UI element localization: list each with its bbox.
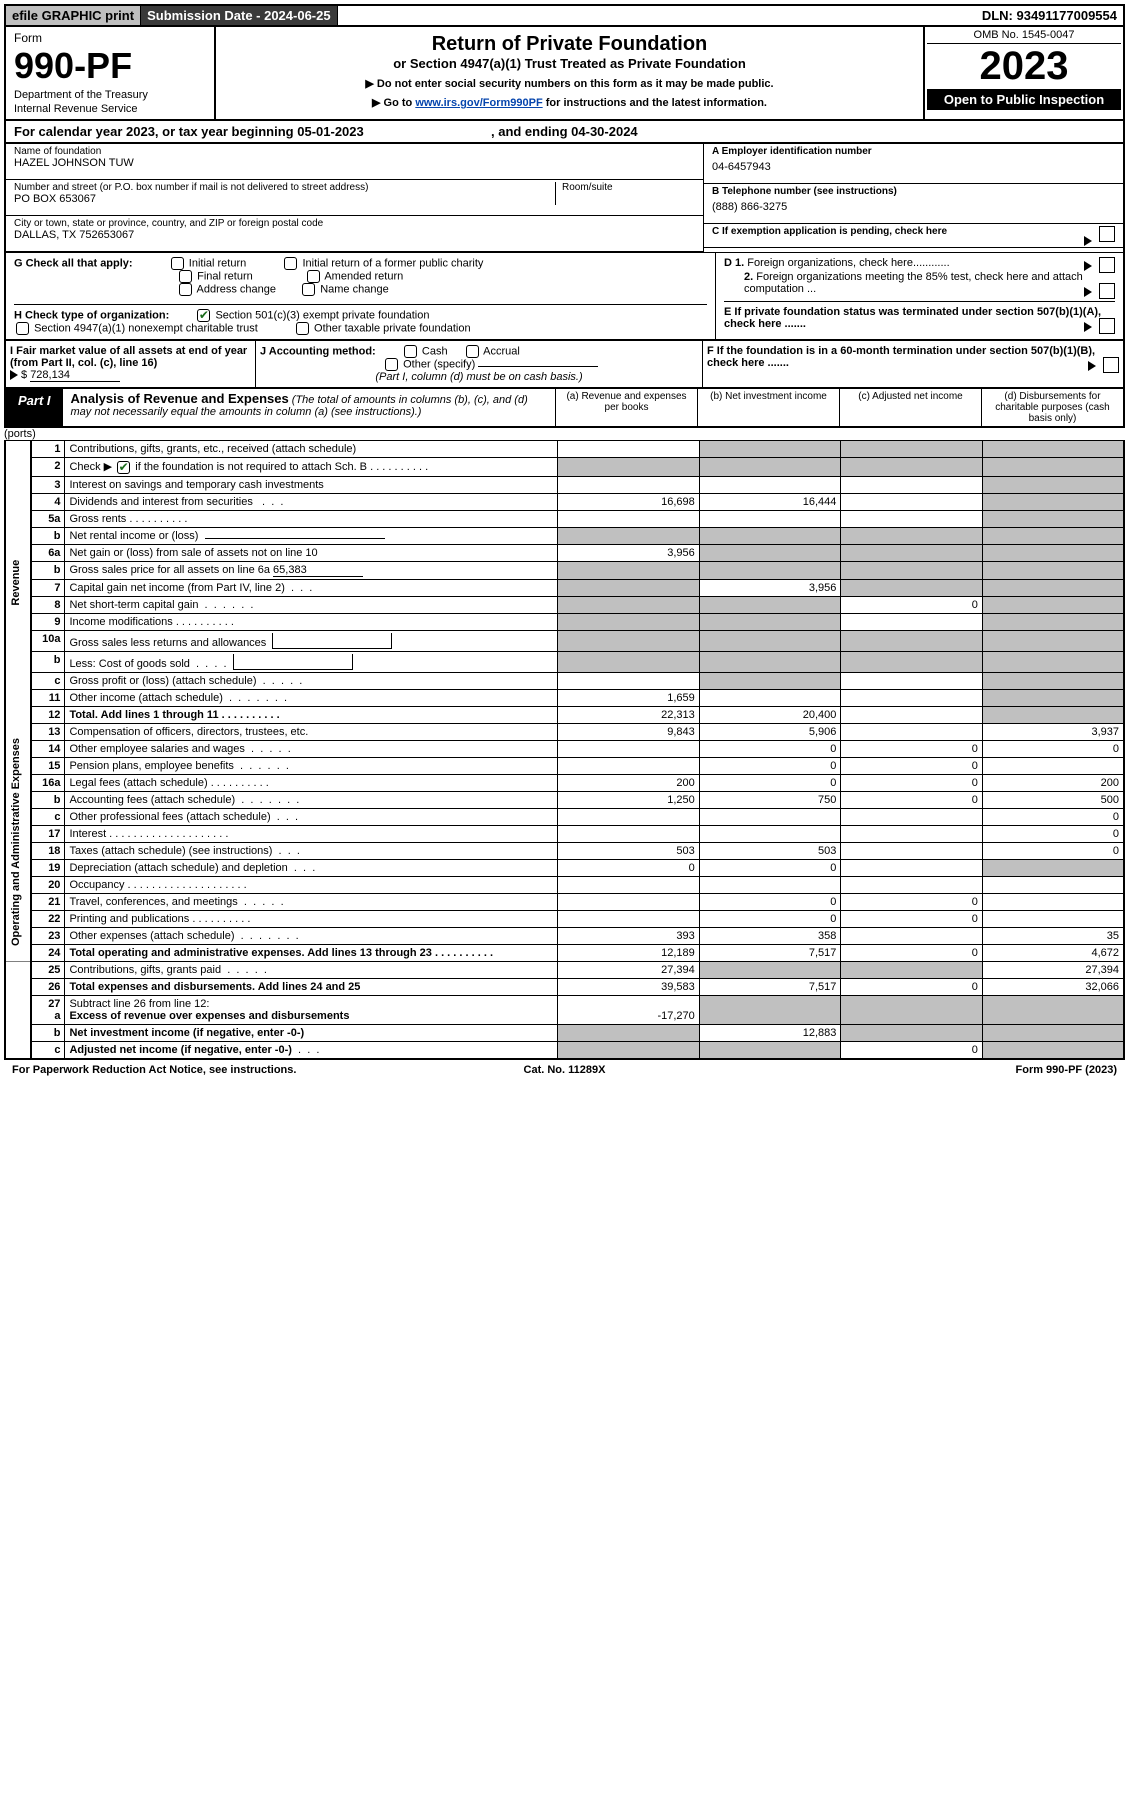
- line-6b-val: 65,383: [273, 564, 363, 577]
- col-d-note: (Part I, column (d) must be on cash basi…: [260, 371, 698, 383]
- line-6a-a: 3,956: [558, 544, 700, 561]
- city-state-zip: DALLAS, TX 752653067: [14, 229, 695, 241]
- form-footer-label: Form 990-PF (2023): [749, 1064, 1117, 1076]
- room-suite-label: Room/suite: [562, 182, 695, 193]
- phone-value: (888) 866-3275: [712, 201, 1115, 213]
- revenue-side-label: Revenue: [5, 441, 31, 724]
- initial-return-checkbox[interactable]: [171, 257, 184, 270]
- line-8c: 0: [841, 596, 982, 613]
- submission-date: Submission Date - 2024-06-25: [141, 6, 338, 25]
- arrow-icon: [1084, 261, 1092, 271]
- form-subtitle: or Section 4947(a)(1) Trust Treated as P…: [222, 56, 917, 71]
- other-method-checkbox[interactable]: [385, 358, 398, 371]
- arrow-icon: [1084, 287, 1092, 297]
- dln-label: DLN: 93491177009554: [976, 6, 1123, 25]
- foundation-name: HAZEL JOHNSON TUW: [14, 157, 695, 169]
- form-number: 990-PF: [14, 45, 206, 87]
- part-label: Part I: [6, 389, 63, 426]
- part-1-table: Revenue 1Contributions, gifts, grants, e…: [4, 440, 1125, 1060]
- line-4b: 16,444: [699, 493, 841, 510]
- section-d-e: D 1. D 1. Foreign organizations, check h…: [716, 253, 1123, 339]
- foundation-name-cell: Name of foundation HAZEL JOHNSON TUW: [6, 144, 703, 180]
- address: PO BOX 653067: [14, 193, 555, 205]
- tax-year: 2023: [927, 44, 1121, 89]
- tax-year-begin: 05-01-2023: [297, 124, 364, 139]
- page-footer: For Paperwork Reduction Act Notice, see …: [4, 1060, 1125, 1080]
- arrow-icon: [1088, 361, 1096, 371]
- col-b-header: (b) Net investment income: [697, 389, 839, 426]
- paperwork-notice: For Paperwork Reduction Act Notice, see …: [12, 1064, 380, 1076]
- section-j: J Accounting method: Cash Accrual Other …: [256, 341, 703, 387]
- f-checkbox[interactable]: [1103, 357, 1119, 373]
- d2-checkbox[interactable]: [1099, 283, 1115, 299]
- col-d-header: (d) Disbursements for charitable purpose…: [981, 389, 1123, 426]
- exemption-checkbox[interactable]: [1099, 226, 1115, 242]
- expenses-side-label: Operating and Administrative Expenses: [5, 723, 31, 961]
- ein-cell: A Employer identification number 04-6457…: [704, 144, 1123, 184]
- col-a-header: (a) Revenue and expenses per books: [555, 389, 697, 426]
- efile-print-button[interactable]: efile GRAPHIC print: [6, 6, 141, 25]
- arrow-icon: [1084, 322, 1092, 332]
- amended-return-checkbox[interactable]: [307, 270, 320, 283]
- phone-cell: B Telephone number (see instructions) (8…: [704, 184, 1123, 224]
- fmv-assets: 728,134: [30, 369, 120, 382]
- line-12b: 20,400: [699, 706, 841, 723]
- form-title: Return of Private Foundation: [222, 33, 917, 56]
- ein-value: 04-6457943: [712, 161, 1115, 173]
- top-bar: efile GRAPHIC print Submission Date - 20…: [4, 4, 1125, 27]
- open-public-badge: Open to Public Inspection: [927, 89, 1121, 110]
- form-note-link: ▶ Go to www.irs.gov/Form990PF for instru…: [222, 96, 917, 109]
- accrual-checkbox[interactable]: [466, 345, 479, 358]
- irs-link[interactable]: www.irs.gov/Form990PF: [415, 97, 542, 109]
- address-change-checkbox[interactable]: [179, 283, 192, 296]
- tax-year-end: 04-30-2024: [571, 124, 638, 139]
- address-cell: Number and street (or P.O. box number if…: [6, 180, 703, 216]
- final-return-checkbox[interactable]: [179, 270, 192, 283]
- calendar-year-row: For calendar year 2023, or tax year begi…: [4, 121, 1125, 144]
- catalog-number: Cat. No. 11289X: [380, 1064, 748, 1076]
- 501c3-checkbox[interactable]: [197, 309, 210, 322]
- col-c-header: (c) Adjusted net income: [839, 389, 981, 426]
- line-12a: 22,313: [558, 706, 700, 723]
- exemption-pending-cell: C If exemption application is pending, c…: [704, 224, 1123, 248]
- part-1-header: Part I Analysis of Revenue and Expenses …: [4, 389, 1125, 428]
- form-header: Form 990-PF Department of the Treasury I…: [4, 27, 1125, 121]
- arrow-icon: [10, 370, 18, 380]
- d1-checkbox[interactable]: [1099, 257, 1115, 273]
- cash-checkbox[interactable]: [404, 345, 417, 358]
- line-7b: 3,956: [699, 579, 841, 596]
- section-i: I Fair market value of all assets at end…: [6, 341, 256, 387]
- line-11a: 1,659: [558, 689, 700, 706]
- other-taxable-checkbox[interactable]: [296, 322, 309, 335]
- omb-number: OMB No. 1545-0047: [927, 29, 1121, 44]
- line-4a: 16,698: [558, 493, 700, 510]
- section-f: F If the foundation is in a 60-month ter…: [703, 341, 1123, 387]
- 4947-checkbox[interactable]: [16, 322, 29, 335]
- e-checkbox[interactable]: [1099, 318, 1115, 334]
- sch-b-checkbox[interactable]: [117, 461, 130, 474]
- section-g-h: G Check all that apply: Initial return I…: [6, 253, 716, 339]
- name-change-checkbox[interactable]: [302, 283, 315, 296]
- arrow-icon: [1084, 236, 1092, 246]
- form-label: Form: [14, 31, 206, 45]
- dept-treasury: Department of the Treasury: [14, 89, 206, 101]
- city-cell: City or town, state or province, country…: [6, 216, 703, 252]
- dept-irs: Internal Revenue Service: [14, 103, 206, 115]
- initial-former-checkbox[interactable]: [284, 257, 297, 270]
- form-note-ssn: ▶ Do not enter social security numbers o…: [222, 77, 917, 90]
